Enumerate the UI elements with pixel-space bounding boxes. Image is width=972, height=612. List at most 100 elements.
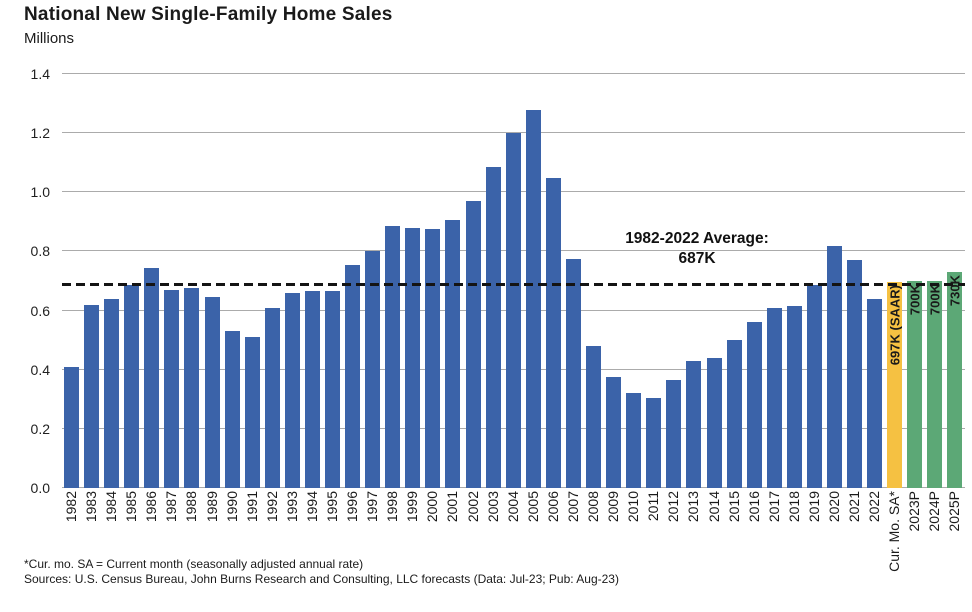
y-tick-label: 0.8 [30, 243, 50, 260]
x-tick-label: 2001 [444, 491, 461, 523]
x-tick-label: 1994 [303, 491, 320, 523]
bar-2008 [586, 346, 602, 488]
bar-2006 [545, 177, 561, 488]
x-tick-label: 1992 [263, 491, 280, 523]
x-tick-label: 1983 [83, 491, 100, 523]
bar-2012 [666, 380, 682, 488]
x-tick-label: 2003 [484, 491, 501, 523]
bar-2025P: 730K [947, 272, 963, 488]
x-tick-label: 2018 [785, 491, 802, 523]
x-tick-label: 1993 [283, 491, 300, 523]
x-tick-label: 2020 [825, 491, 842, 523]
x-tick-label: 1988 [183, 491, 200, 523]
x-tick-label: 1996 [344, 491, 361, 523]
x-tick-label: 1990 [223, 491, 240, 523]
x-tick-label: 2021 [846, 491, 863, 523]
bar-1997 [365, 251, 381, 488]
x-tick-label: 1985 [123, 491, 140, 523]
x-tick-label: 2005 [524, 491, 541, 523]
bar-value-label: 730K [947, 275, 963, 307]
footnote-sources: Sources: U.S. Census Bureau, John Burns … [24, 572, 619, 586]
bar-2007 [565, 258, 581, 488]
x-tick-label: 2011 [645, 491, 662, 522]
x-tick-label: 2024P [926, 491, 943, 532]
x-tick-label: 1998 [384, 491, 401, 523]
bar-value-label: 697K (SAAR) [887, 284, 903, 366]
bar-2002 [465, 201, 481, 488]
average-annotation-line1: 1982-2022 Average: [625, 230, 769, 247]
x-tick-label: 1986 [143, 491, 160, 523]
y-axis-units-label: Millions [24, 30, 75, 47]
bar-Cur. Mo. SA*: 697K (SAAR) [887, 281, 903, 488]
x-tick-label: 2006 [544, 491, 561, 523]
bar-1991 [244, 337, 260, 488]
bar-1986 [144, 267, 160, 488]
x-tick-label: 1997 [364, 491, 381, 523]
bar-2009 [606, 377, 622, 488]
bar-1988 [184, 288, 200, 488]
bar-1989 [204, 297, 220, 488]
bar-1983 [84, 304, 100, 488]
bar-1993 [284, 292, 300, 488]
y-axis-labels: 0.0 0.2 0.4 0.6 0.8 1.0 1.2 1.4 [0, 66, 56, 496]
y-tick-label: 0.6 [30, 302, 50, 319]
bar-1985 [124, 285, 140, 488]
x-tick-label: 2017 [765, 491, 782, 523]
bar-2020 [826, 245, 842, 488]
bar-2015 [726, 340, 742, 488]
bar-2019 [806, 285, 822, 488]
x-tick-label: 2022 [866, 491, 883, 523]
average-dashed-line [62, 283, 965, 287]
bar-2017 [766, 307, 782, 488]
bar-2003 [485, 167, 501, 488]
bars-row: 697K (SAAR) 700K 700K 730K [62, 74, 965, 488]
x-tick-label: 1982 [63, 491, 79, 523]
x-tick-label: 2016 [745, 491, 762, 523]
footnotes: *Cur. mo. SA = Current month (seasonally… [24, 557, 619, 587]
chart-title: National New Single-Family Home Sales [24, 4, 393, 25]
bar-1992 [264, 307, 280, 488]
chart-plot-area: 697K (SAAR) 700K 700K 730K 1982-2022 Averag… [62, 73, 965, 488]
y-tick-label: 0.2 [30, 420, 50, 437]
y-tick-label: 0.0 [30, 480, 50, 496]
x-tick-label: 2004 [504, 491, 521, 523]
bar-1990 [224, 331, 240, 488]
footnote-definition: *Cur. mo. SA = Current month (seasonally… [24, 557, 364, 571]
bar-2000 [425, 229, 441, 488]
x-tick-label: 2015 [725, 491, 742, 523]
bar-2013 [686, 360, 702, 488]
average-annotation: 1982-2022 Average: 687K [552, 229, 842, 269]
bar-1994 [304, 291, 320, 488]
y-tick-label: 1.2 [30, 125, 50, 142]
x-tick-label: 2007 [564, 491, 581, 523]
x-tick-label: 2008 [585, 491, 602, 523]
bar-1995 [325, 291, 341, 488]
bar-2011 [646, 397, 662, 488]
x-tick-label: Cur. Mo. SA* [886, 491, 903, 572]
bar-2005 [525, 109, 541, 488]
bar-2014 [706, 357, 722, 488]
bar-2018 [786, 306, 802, 488]
x-tick-label: 2019 [805, 491, 822, 523]
x-tick-label: 2025P [946, 491, 963, 532]
bar-2016 [746, 322, 762, 488]
x-tick-label: 1989 [203, 491, 220, 523]
bar-1984 [104, 298, 120, 488]
bar-2024P: 700K [927, 281, 943, 488]
y-tick-label: 1.0 [30, 184, 50, 201]
bar-1982 [64, 366, 79, 488]
x-tick-label: 2014 [705, 491, 722, 523]
bar-value-label: 700K [927, 284, 943, 316]
average-annotation-line2: 687K [678, 250, 716, 267]
bar-2001 [445, 220, 461, 488]
bar-1987 [164, 289, 180, 488]
bar-2010 [626, 393, 642, 488]
x-tick-label: 1991 [243, 491, 260, 523]
gridline [62, 73, 965, 74]
bar-1998 [385, 226, 401, 488]
bar-2021 [847, 260, 863, 488]
x-tick-label: 2023P [906, 491, 923, 532]
bar-1996 [345, 264, 361, 488]
x-tick-label: 1987 [163, 491, 180, 523]
